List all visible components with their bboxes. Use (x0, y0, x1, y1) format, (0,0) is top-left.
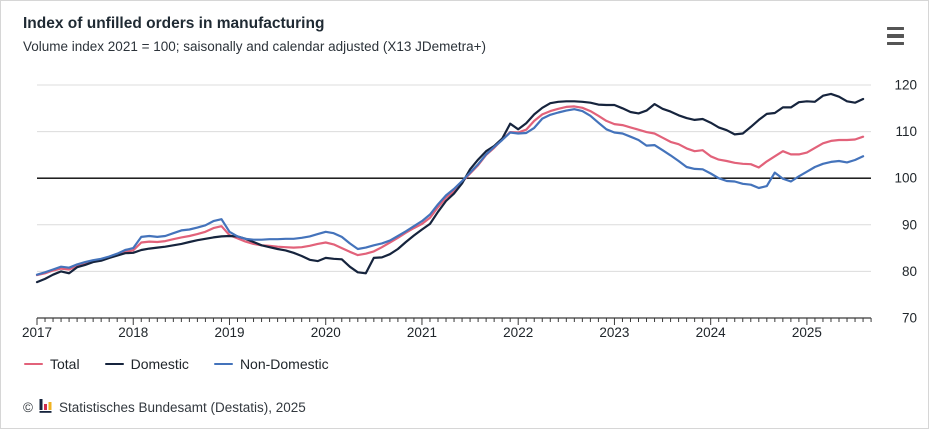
legend-label: Total (50, 356, 80, 372)
x-axis-label: 2024 (696, 325, 727, 340)
y-axis-label: 80 (902, 264, 917, 279)
chart-subtitle: Volume index 2021 = 100; saisonally and … (23, 39, 487, 54)
legend-item-non-domestic[interactable]: Non-Domestic (213, 356, 329, 372)
source-line: © Statistisches Bundesamt (Destatis), 20… (23, 398, 306, 416)
legend-label: Domestic (130, 356, 189, 372)
x-axis-label: 2023 (599, 325, 629, 340)
y-axis-label: 120 (894, 78, 917, 93)
chart-menu-button[interactable] (885, 26, 907, 46)
legend-line-swatch (104, 362, 124, 366)
y-axis-label: 90 (902, 217, 917, 232)
series-line-domestic (35, 92, 865, 284)
line-chart-plot: 70 80 90 100 110 120 2017 2018 2019 2020 2021 2022 2… (22, 78, 917, 341)
x-axis-label: 2021 (407, 325, 437, 340)
series-line-total (35, 105, 865, 277)
hamburger-icon (887, 27, 904, 31)
chart-title: Index of unfilled orders in manufacturin… (23, 15, 325, 32)
x-axis-label: 2017 (22, 325, 52, 340)
x-axis-label: 2018 (118, 325, 148, 340)
legend-line-swatch (24, 362, 43, 366)
legend-item-domestic[interactable]: Domestic (104, 356, 189, 372)
destatis-bar-chart-logo-icon (39, 398, 53, 416)
y-axis-label: 110 (895, 124, 917, 139)
hamburger-icon (887, 34, 904, 38)
legend-line-swatch (213, 362, 233, 366)
copyright-symbol: © (23, 399, 33, 415)
x-axis-label: 2022 (503, 325, 533, 340)
legend-label: Non-Domestic (239, 356, 329, 372)
y-axis-label: 100 (894, 171, 917, 186)
x-axis-label: 2019 (214, 325, 244, 340)
series-line-non-domestic (35, 108, 865, 276)
legend-item-total[interactable]: Total (24, 356, 80, 372)
hamburger-icon (887, 41, 904, 45)
x-axis-label: 2025 (792, 325, 822, 340)
x-axis-label: 2020 (311, 325, 341, 340)
chart-legend: Total Domestic Non-Domestic (24, 356, 329, 372)
source-text: Statistisches Bundesamt (Destatis), 2025 (58, 399, 306, 415)
y-axis-label: 70 (902, 311, 917, 326)
